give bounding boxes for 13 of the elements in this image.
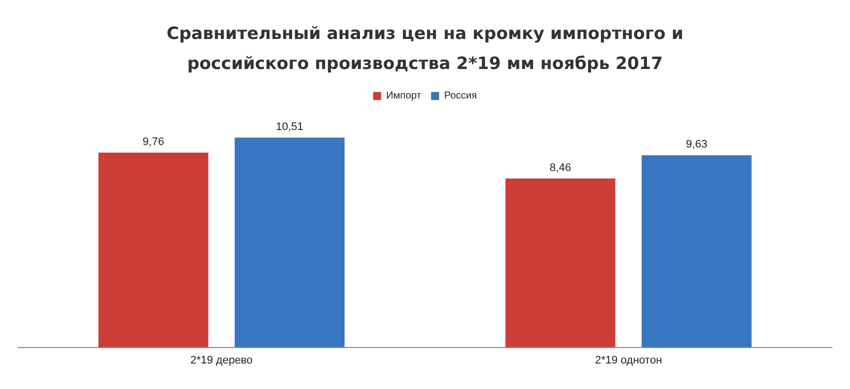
data-label: 10,51 xyxy=(276,121,304,134)
bar xyxy=(98,152,208,347)
bar xyxy=(234,138,345,347)
chart-title: Сравнительный анализ цен на кромку импортного и российского производства 2*19 мм ноябрь 2017 xyxy=(166,24,684,74)
x-tick-label: 2*19 дерево xyxy=(190,354,253,366)
x-tick-label: 2*19 однотон xyxy=(594,354,662,366)
data-label: 9,63 xyxy=(686,138,708,151)
data-label: 9,76 xyxy=(142,136,164,148)
legend-label: Россия xyxy=(444,90,477,102)
data-label: 8,46 xyxy=(550,162,572,174)
bar xyxy=(505,178,616,347)
bar xyxy=(642,155,752,347)
legend-label: Импорт xyxy=(386,90,422,102)
